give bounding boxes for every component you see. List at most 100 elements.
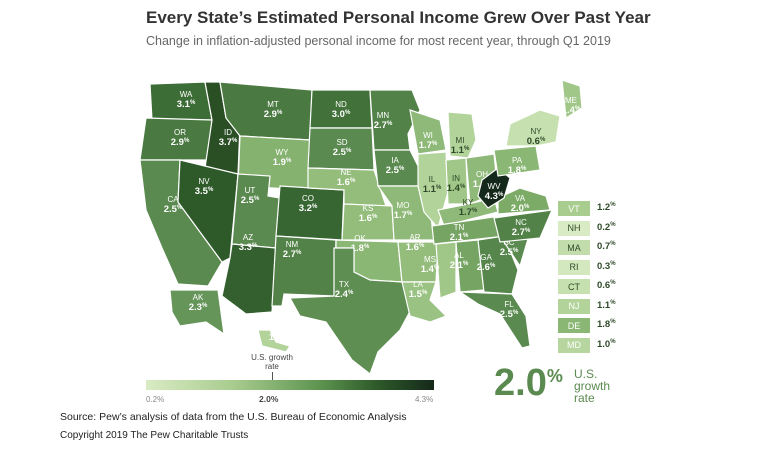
state-abbr-ms: MS xyxy=(424,255,436,264)
state-hi: HI1.1% xyxy=(257,323,291,353)
state-abbr-hi: HI xyxy=(274,323,282,332)
state-value-ia: 2.5% xyxy=(386,165,405,176)
ne-value-ma: 0.7% xyxy=(597,241,616,252)
state-abbr-va: VA xyxy=(515,194,526,203)
state-abbr-nv: NV xyxy=(198,177,210,186)
state-shape-hi xyxy=(257,329,291,353)
state-shape-la xyxy=(401,281,448,323)
state-abbr-ut: UT xyxy=(245,186,256,195)
state-ks: KS1.6% xyxy=(341,203,395,241)
state-nd: ND3.0% xyxy=(309,89,373,129)
state-tn: TN2.1% xyxy=(431,215,507,245)
state-ia: IA2.5% xyxy=(373,149,423,187)
state-value-nv: 3.5% xyxy=(195,186,214,197)
state-shape-ak xyxy=(169,289,225,336)
state-mi: MI1.1% xyxy=(447,111,477,159)
state-abbr-nm: NM xyxy=(286,240,299,249)
state-abbr-tn: TN xyxy=(454,223,465,232)
state-value-mo: 1.7% xyxy=(394,210,413,221)
ne-box-nj: NJ xyxy=(558,298,590,314)
legend-max-label: 4.3% xyxy=(415,395,434,404)
state-value-in: 1.4% xyxy=(447,183,466,194)
state-abbr-ga: GA xyxy=(480,253,492,262)
state-nm: NM2.7% xyxy=(271,235,337,307)
state-abbr-mt: MT xyxy=(267,100,279,109)
state-pa: PA1.8% xyxy=(493,145,541,177)
ne-box-ct: CT xyxy=(558,279,590,294)
state-abbr-mn: MN xyxy=(377,111,390,120)
state-shape-ky xyxy=(437,197,499,227)
state-value-nc: 2.7% xyxy=(512,227,531,238)
source-note: Source: Pew’s analysis of data from the … xyxy=(60,411,407,423)
state-shape-va xyxy=(497,187,551,215)
us-rate-value: 2.0% xyxy=(494,362,563,405)
state-value-nd: 3.0% xyxy=(332,109,351,120)
state-abbr-sc: SC xyxy=(503,238,514,247)
state-value-az: 3.3% xyxy=(239,242,258,253)
state-abbr-ne: NE xyxy=(340,168,351,177)
state-shape-ny xyxy=(505,109,561,147)
state-abbr-ky: KY xyxy=(463,198,474,207)
state-abbr-fl: FL xyxy=(504,300,514,309)
state-value-sd: 2.5% xyxy=(333,147,352,158)
ne-value-nh: 0.2% xyxy=(597,221,616,233)
us-rate-number: 2.0 xyxy=(494,362,547,404)
state-wa: WA3.1% xyxy=(149,81,213,121)
ne-box-ri: RI xyxy=(558,259,590,275)
state-value-or: 2.9% xyxy=(171,137,190,148)
state-value-co: 3.2% xyxy=(299,203,318,214)
state-value-nm: 2.7% xyxy=(283,249,302,260)
state-abbr-ny: NY xyxy=(530,127,542,136)
state-value-wy: 1.9% xyxy=(273,157,292,168)
state-shape-mi xyxy=(447,111,477,159)
state-abbr-ok: OK xyxy=(354,234,366,243)
state-abbr-or: OR xyxy=(174,128,186,137)
state-me: ME1.4% xyxy=(561,79,583,120)
ne-box-vt: VT xyxy=(558,201,590,216)
state-value-ne: 1.6% xyxy=(337,177,356,188)
ne-box-md: MD xyxy=(558,337,590,353)
legend-mid-label: 2.0% xyxy=(259,394,279,404)
state-abbr-ks: KS xyxy=(363,204,374,213)
state-value-me: 1.4% xyxy=(562,105,581,116)
us-rate-label: U.S. growth rate xyxy=(574,367,611,405)
state-value-wi: 1.7% xyxy=(419,140,438,151)
legend-color-bar xyxy=(146,380,434,390)
state-value-hi: 1.1% xyxy=(269,332,288,343)
state-ky: KY1.7% xyxy=(437,197,499,227)
state-shape-nv xyxy=(177,159,239,263)
state-value-ms: 1.4% xyxy=(421,264,440,275)
ne-box-de: DE xyxy=(558,318,590,333)
state-fl: FL2.5% xyxy=(457,291,531,349)
state-value-id: 3.7% xyxy=(219,137,238,148)
state-value-ga: 2.6% xyxy=(477,262,496,273)
state-value-mt: 2.9% xyxy=(264,109,283,120)
state-wi: WI1.7% xyxy=(409,109,447,155)
state-tx: TX2.4% xyxy=(289,247,417,375)
state-abbr-il: IL xyxy=(429,175,436,184)
state-abbr-ca: CA xyxy=(167,195,179,204)
state-abbr-pa: PA xyxy=(512,156,523,165)
state-nc: NC2.7% xyxy=(493,209,553,243)
state-abbr-wa: WA xyxy=(180,90,193,99)
ne-value-ri: 0.3% xyxy=(597,260,616,272)
ne-value-nj: 1.1% xyxy=(597,299,616,311)
state-ak: AK2.3% xyxy=(169,289,225,336)
state-abbr-oh: OH xyxy=(476,170,488,179)
state-value-mi: 1.1% xyxy=(451,145,470,156)
ne-box-ma: MA xyxy=(558,240,590,255)
page-title: Every State’s Estimated Personal Income … xyxy=(146,8,651,27)
state-value-al: 2.1% xyxy=(450,260,469,271)
state-abbr-co: CO xyxy=(302,194,314,203)
state-value-ut: 2.5% xyxy=(241,195,260,206)
state-value-fl: 2.5% xyxy=(500,309,519,320)
state-abbr-wv: WV xyxy=(488,182,502,191)
state-value-il: 1.1% xyxy=(423,184,442,195)
state-value-pa: 1.8% xyxy=(508,165,527,176)
state-value-wv: 4.3% xyxy=(485,191,504,202)
state-ms: MS1.4% xyxy=(421,241,457,299)
ne-value-ct: 0.6% xyxy=(597,280,616,291)
us-rate-unit: % xyxy=(546,366,563,386)
state-va: VA2.0% xyxy=(497,187,551,215)
state-shape-pa xyxy=(493,145,541,177)
